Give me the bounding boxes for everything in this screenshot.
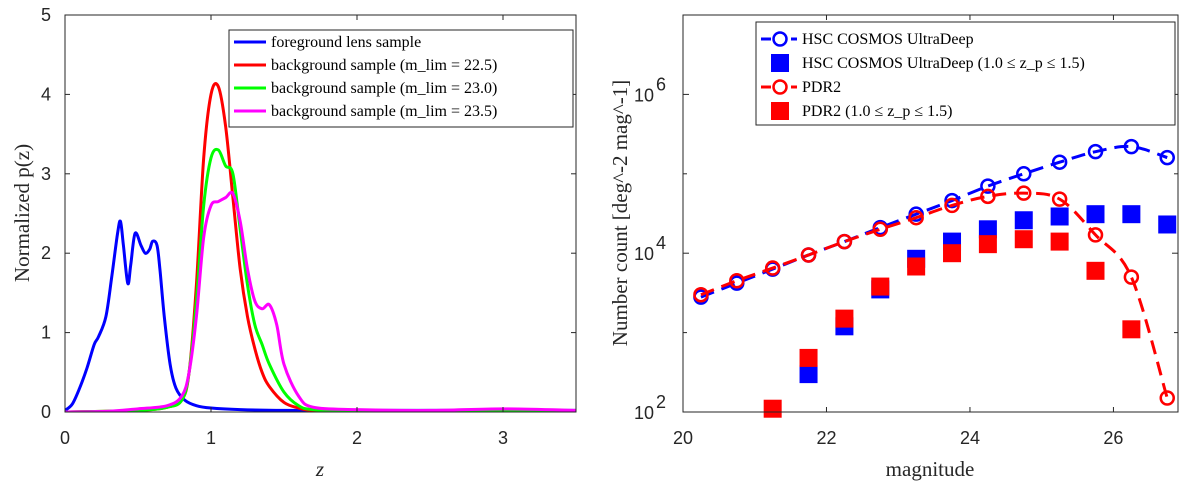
left-legend-label-3: background sample (m_lim = 23.5) (271, 103, 497, 120)
left-plot-area (65, 84, 576, 412)
right-y-tick-exponent: 2 (656, 392, 666, 412)
right-x-tick-label: 22 (816, 428, 836, 448)
left-series-line-2 (65, 149, 576, 412)
right-x-tick-label: 24 (960, 428, 980, 448)
left-legend-label-0: foreground lens sample (271, 34, 421, 51)
left-x-tick-label: 3 (498, 428, 508, 448)
right-x-axis-label: magnitude (886, 457, 975, 481)
right-square-marker (1122, 205, 1140, 223)
right-y-tick-label: 10 (634, 244, 654, 264)
right-y-tick-label: 10 (634, 85, 654, 105)
left-legend: foreground lens sample background sample … (229, 30, 573, 127)
right-y-tick-exponent: 6 (656, 74, 666, 94)
right-legend-label-2: PDR2 (802, 79, 841, 96)
right-square-marker (1158, 215, 1176, 233)
right-legend-label-0: HSC COSMOS UltraDeep (802, 31, 974, 48)
right-y-axis-label: Number count [deg^-2 mag^-1] (608, 80, 632, 346)
right-legend: HSC COSMOS UltraDeep HSC COSMOS UltraDeep… (756, 22, 1175, 125)
right-square-marker (800, 349, 818, 367)
left-y-tick-label: 0 (41, 402, 51, 422)
right-circle-marker (1161, 151, 1174, 164)
right-square-marker (1015, 211, 1033, 229)
left-y-tick-label: 4 (41, 84, 51, 104)
right-y-tick-exponent: 4 (656, 233, 666, 253)
left-y-label-text: Normalized p(z) (10, 144, 34, 282)
right-square-marker (1122, 320, 1140, 338)
right-square-marker (764, 400, 782, 418)
right-legend-swatch-3 (771, 102, 789, 120)
left-y-tick-label: 2 (41, 243, 51, 263)
left-legend-label-1: background sample (m_lim = 22.5) (271, 57, 497, 74)
left-y-axis-label: Normalized p(z) (10, 144, 34, 282)
left-x-tick-label: 0 (60, 428, 70, 448)
right-square-marker (1051, 207, 1069, 225)
right-dashed-line-2 (701, 193, 1167, 398)
left-series-line-3 (65, 192, 576, 412)
left-y-tick-label: 5 (41, 5, 51, 25)
right-series-marks (694, 140, 1176, 418)
right-square-marker (979, 235, 997, 253)
left-x-axis-label: z (315, 457, 324, 481)
right-x-tick-label: 26 (1103, 428, 1123, 448)
right-legend-label-1: HSC COSMOS UltraDeep (1.0 ≤ z_p ≤ 1.5) (802, 55, 1085, 72)
right-square-marker (800, 365, 818, 383)
left-y-tick-label: 1 (41, 323, 51, 343)
left-legend-label-2: background sample (m_lim = 23.0) (271, 80, 497, 97)
right-y-tick-label: 10 (634, 403, 654, 423)
right-square-marker (943, 244, 961, 262)
left-y-tick-label: 3 (41, 164, 51, 184)
right-x-tick-label: 20 (673, 428, 693, 448)
right-square-marker (1015, 230, 1033, 248)
left-series-lines (65, 84, 576, 412)
left-x-tick-label: 2 (352, 428, 362, 448)
right-square-marker (1051, 233, 1069, 251)
right-y-label-text: Number count [deg^-2 mag^-1] (608, 80, 632, 346)
right-legend-swatch-1 (771, 54, 789, 72)
right-series-3 (764, 230, 1141, 417)
right-circle-marker (838, 235, 851, 248)
right-square-marker (835, 310, 853, 328)
right-plot-area (694, 140, 1176, 418)
right-circle-marker (1125, 271, 1138, 284)
right-square-marker (871, 278, 889, 296)
right-legend-swatch-2 (774, 81, 787, 94)
right-series-1 (800, 205, 1177, 383)
left-series-line-0 (65, 221, 576, 410)
right-square-marker (1087, 262, 1105, 280)
chart-left-pdf: 0 1 2 3 0 1 2 3 4 5 z Normalized p(z) foreground… (10, 5, 576, 481)
left-x-tick-label: 1 (206, 428, 216, 448)
right-square-marker (907, 257, 925, 275)
right-square-marker (1087, 205, 1105, 223)
right-legend-label-3: PDR2 (1.0 ≤ z_p ≤ 1.5) (802, 103, 952, 120)
right-legend-swatch-0 (774, 33, 787, 46)
